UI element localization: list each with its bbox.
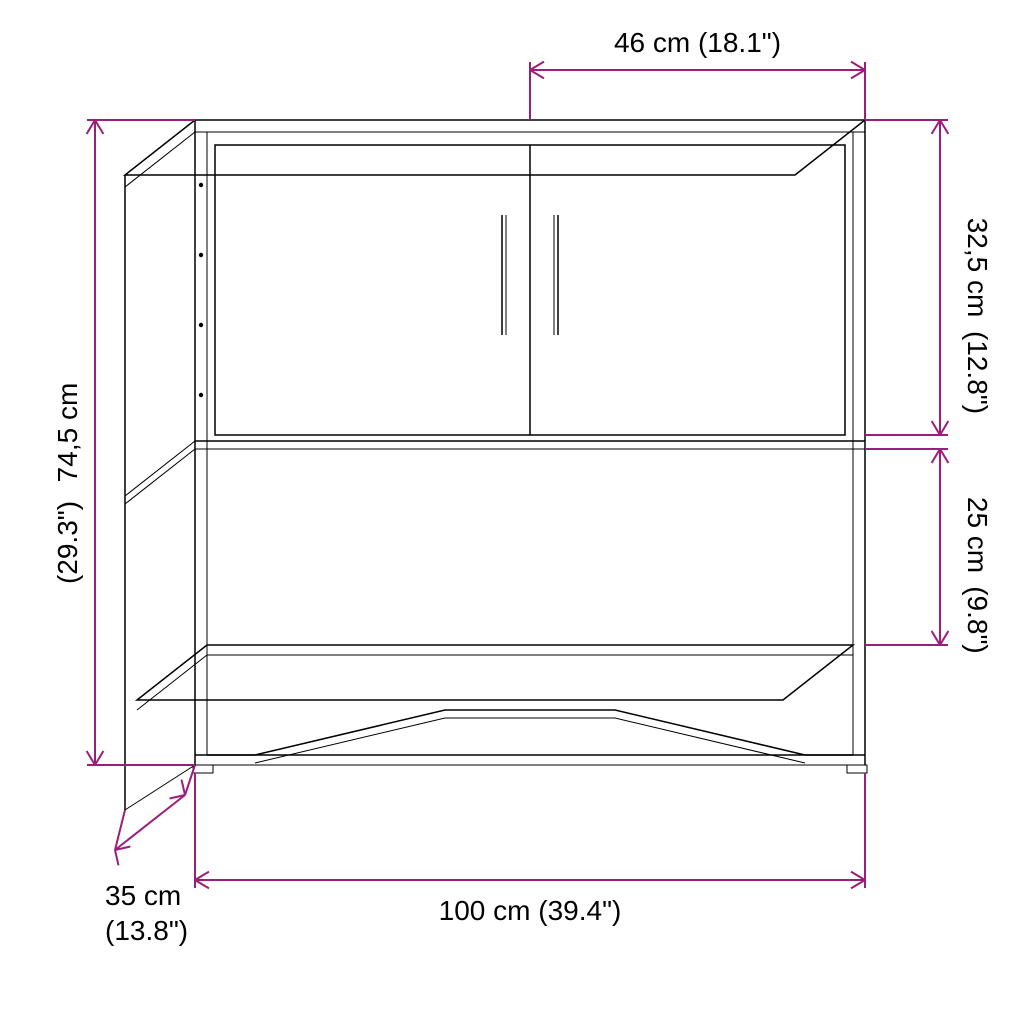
svg-text:(13.8"): (13.8") <box>105 915 188 946</box>
svg-text:(9.8"): (9.8") <box>962 586 993 654</box>
svg-text:(12.8"): (12.8") <box>962 331 993 414</box>
svg-text:25 cm: 25 cm <box>962 497 993 573</box>
svg-text:32,5 cm: 32,5 cm <box>962 218 993 318</box>
svg-text:74,5 cm: 74,5 cm <box>52 383 83 483</box>
svg-text:100 cm (39.4"): 100 cm (39.4") <box>439 895 622 926</box>
svg-text:35 cm: 35 cm <box>105 880 181 911</box>
svg-text:46 cm (18.1"): 46 cm (18.1") <box>614 27 781 58</box>
svg-text:(29.3"): (29.3") <box>52 501 83 584</box>
